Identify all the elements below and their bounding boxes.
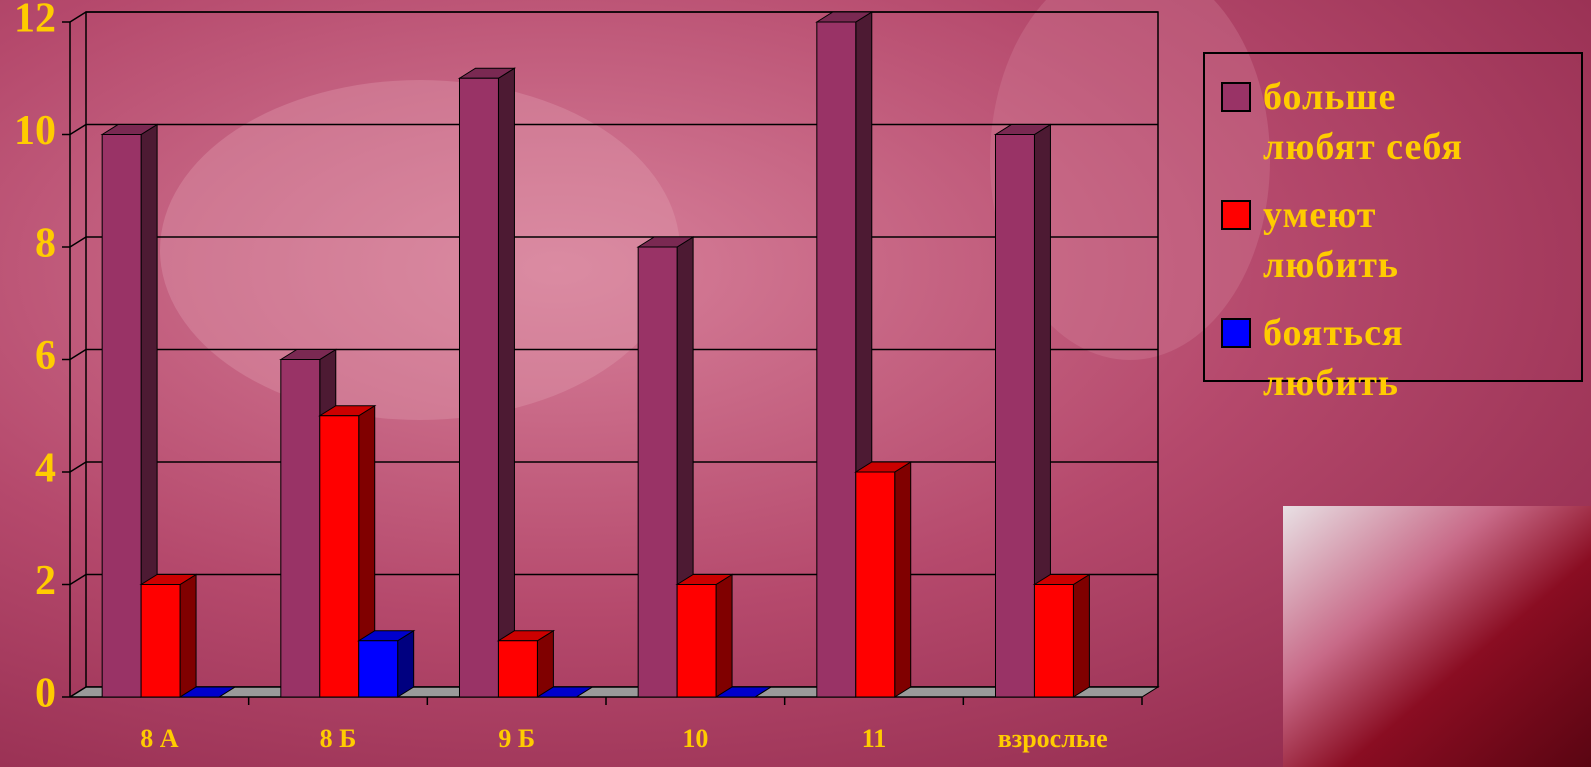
legend-item: больше любят себя [1221,72,1581,172]
legend-label: больше любят себя [1263,76,1463,168]
x-tick-label: 11 [862,724,887,753]
bar [994,134,1035,698]
legend-swatch [1221,318,1251,348]
grid-line-side [69,686,87,698]
bar [1033,584,1074,698]
bar-side [179,573,197,698]
grid-line-side [69,573,87,586]
photo [1283,506,1591,767]
bar [855,471,896,698]
y-tick-label: 8 [35,221,56,267]
bar-top [535,686,595,698]
background-shape [990,0,1270,360]
bar-top [714,686,773,698]
grid-line-side [69,461,87,473]
x-tick-label: взрослые [998,724,1108,753]
bar-top [178,686,237,698]
bar [280,359,321,698]
legend-label: умеют любить [1263,194,1400,286]
bar-side [894,461,912,698]
bar [358,640,399,698]
y-tick-label: 2 [35,558,56,604]
bar [319,415,360,698]
bar [637,246,678,698]
y-tick-label: 6 [35,333,56,379]
bar [458,77,499,698]
bar [497,640,538,698]
x-tick-label: 8 А [140,724,179,753]
bar-side [1072,573,1090,698]
bar [816,21,857,698]
legend-swatch [1221,82,1251,112]
bar-side [497,67,515,698]
bar [676,584,717,698]
x-tick-label: 9 Б [498,724,535,753]
y-tick-label: 10 [14,108,56,154]
x-tick-label: 10 [682,724,708,753]
y-tick-label: 12 [14,0,56,42]
legend-item: умеют любить [1221,190,1581,290]
grid-line-side [69,123,87,136]
bar [140,584,181,698]
bar-side [715,573,733,698]
grid-line-side [69,236,87,248]
legend: больше любят себя умеют любить бояться люб… [1203,52,1583,404]
bar-side [536,629,554,698]
x-tick-label: 8 Б [320,724,357,753]
background-shape [160,80,680,420]
grid-line-side [69,348,87,361]
legend-item: бояться любить [1221,308,1581,408]
y-tick-label: 0 [35,671,56,717]
legend-swatch [1221,200,1251,230]
y-tick-label: 4 [35,446,56,492]
bar-side [397,629,415,698]
legend-label: бояться любить [1263,312,1404,404]
grid-line-side [69,11,87,23]
bar [101,134,142,698]
